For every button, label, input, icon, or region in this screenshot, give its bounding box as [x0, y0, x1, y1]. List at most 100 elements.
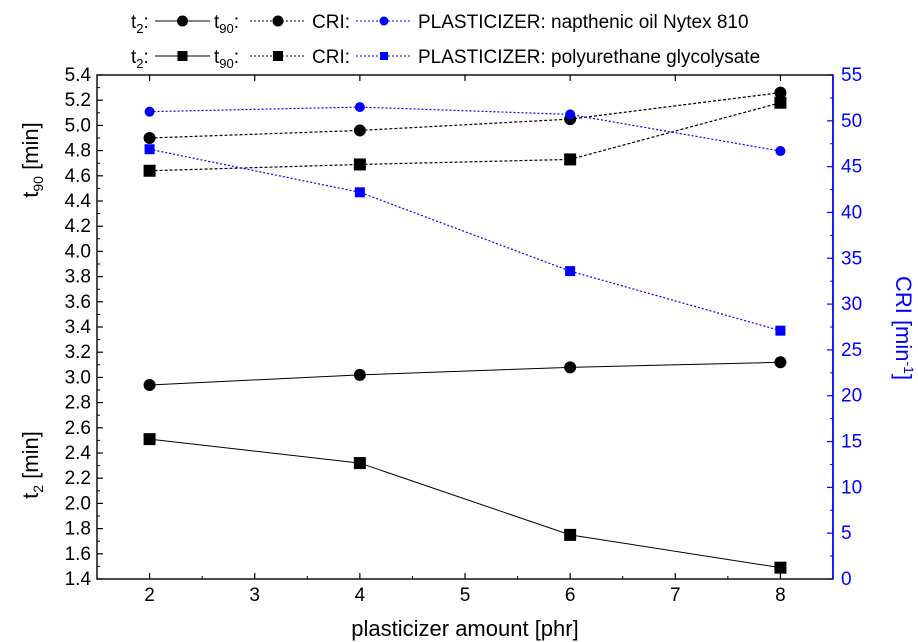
data-point — [353, 368, 366, 381]
series-line — [149, 148, 781, 332]
x-tick-label: 4 — [355, 585, 366, 606]
y-left-tick-label: 4.0 — [65, 241, 91, 262]
y-left-tick-label: 2.6 — [65, 418, 91, 439]
y-right-tick-label: 20 — [841, 386, 862, 407]
data-point — [353, 457, 366, 470]
y-right-tick-label: 50 — [841, 111, 862, 132]
y-left-tick-label: 4.2 — [65, 216, 91, 237]
y-axis-title-t2: t2 [min] — [18, 431, 46, 499]
series-line — [149, 438, 781, 569]
y-right-tick-label: 40 — [841, 202, 862, 223]
y-left-tick-label: 5.0 — [65, 115, 91, 136]
data-point — [775, 146, 786, 157]
series-t90-circle — [143, 86, 787, 144]
y-left-tick-label: 2.2 — [65, 468, 91, 489]
y-right-tick-label: 10 — [841, 477, 862, 498]
legend-cri-sample — [356, 16, 412, 26]
data-point — [564, 528, 577, 541]
series-t90-square — [143, 96, 787, 177]
legend-t90-sample — [250, 15, 306, 27]
data-point — [564, 361, 577, 374]
series-t2-circle — [143, 356, 787, 391]
legend-t90-label: t90: — [214, 12, 239, 36]
data-point — [774, 96, 787, 109]
series-line — [149, 102, 781, 172]
data-point — [774, 356, 787, 369]
series-line — [149, 92, 781, 139]
tick-labels: 2 3 4 5 6 7 81.41.61.82.02.22.42.62.83.03.23.4… — [65, 65, 863, 606]
legend-t90-label: t90: — [214, 47, 239, 71]
y-left-tick-label: 5.4 — [65, 65, 92, 86]
data-point — [565, 109, 576, 120]
x-tick-label: 2 — [144, 585, 155, 606]
y-right-tick-label: 25 — [841, 340, 862, 361]
svg-text:t2 [min]: t2 [min] — [18, 431, 46, 499]
x-tick-label: 3 — [249, 585, 260, 606]
y-axis-title-cri: CRI [min-1] — [891, 276, 917, 380]
data-point — [775, 325, 786, 336]
data-point — [564, 153, 577, 166]
y-left-tick-label: 4.6 — [65, 166, 91, 187]
y-left-tick-label: 1.4 — [65, 569, 92, 590]
series-line — [149, 361, 781, 386]
legend-t2-sample — [155, 51, 210, 61]
data-point — [774, 86, 787, 99]
legend: t2: t90: CRI: PLASTICIZER: napthenic oil Ny… — [131, 12, 760, 71]
y-left-tick-label: 3.2 — [65, 342, 91, 363]
y-left-tick-label: 3.8 — [65, 267, 91, 288]
y-right-tick-label: 0 — [841, 569, 852, 590]
legend-t2-label: t2: — [131, 12, 149, 36]
y-left-tick-label: 3.6 — [65, 292, 91, 313]
data-point — [144, 144, 155, 155]
data-point — [354, 187, 365, 198]
x-tick-label: 5 — [460, 585, 471, 606]
series-CRI-circle — [144, 102, 786, 157]
y-left-tick-label: 3.4 — [65, 317, 92, 338]
legend-t2-sample — [155, 15, 210, 27]
y-left-tick-label: 2.0 — [65, 493, 91, 514]
legend-cri-label: CRI: — [312, 47, 350, 68]
x-tick-label: 8 — [775, 585, 786, 606]
y-right-tick-label: 55 — [841, 65, 862, 86]
series-CRI-square — [144, 144, 786, 336]
y-left-tick-label: 4.4 — [65, 191, 92, 212]
y-right-tick-label: 45 — [841, 157, 862, 178]
data-point — [354, 102, 365, 113]
y-left-tick-label: 4.8 — [65, 141, 91, 162]
data-point — [565, 266, 576, 277]
y-left-tick-label: 3.0 — [65, 367, 91, 388]
x-tick-label: 6 — [565, 585, 576, 606]
y-right-tick-label: 30 — [841, 294, 862, 315]
legend-marker — [177, 51, 188, 61]
x-tick-label: 7 — [670, 585, 681, 606]
y-left-tick-label: 1.8 — [65, 519, 91, 540]
y-left-tick-label: 1.6 — [65, 544, 91, 565]
y-left-tick-label: 2.4 — [65, 443, 92, 464]
data-point — [774, 561, 787, 574]
legend-marker — [379, 16, 389, 26]
data-point — [143, 378, 156, 391]
legend-t2-label: t2: — [131, 47, 149, 71]
plot-frame — [96, 74, 834, 580]
legend-cri-label: CRI: — [312, 12, 350, 33]
y-right-tick-label: 15 — [841, 432, 862, 453]
legend-plasticizer-label: PLASTICIZER: polyurethane glycolysate — [418, 47, 760, 68]
y-left-tick-label: 2.8 — [65, 393, 91, 414]
y-right-tick-label: 35 — [841, 248, 862, 269]
data-point — [353, 158, 366, 171]
svg-text:CRI [min-1]: CRI [min-1] — [891, 276, 917, 380]
legend-marker — [272, 15, 284, 27]
data-point — [144, 106, 155, 117]
x-axis-title: plasticizer amount [phr] — [351, 616, 578, 641]
legend-t90-sample — [250, 51, 306, 61]
series-t2-square — [143, 433, 787, 574]
series-line — [149, 106, 781, 152]
data-point — [143, 433, 156, 446]
data-point — [143, 132, 156, 144]
legend-marker — [177, 15, 188, 27]
legend-marker — [273, 51, 283, 61]
series-layer — [143, 86, 787, 574]
legend-plasticizer-label: PLASTICIZER: napthenic oil Nytex 810 — [418, 12, 749, 33]
svg-text:t90 [min]: t90 [min] — [18, 122, 46, 198]
